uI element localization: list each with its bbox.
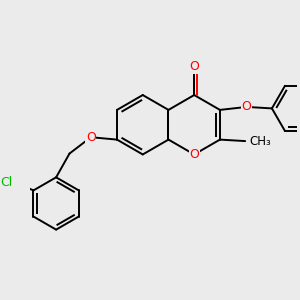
Text: CH₃: CH₃: [250, 135, 272, 148]
Text: O: O: [242, 100, 252, 113]
Text: Cl: Cl: [1, 176, 13, 189]
Text: O: O: [86, 131, 96, 144]
Text: O: O: [189, 148, 199, 161]
Text: O: O: [189, 60, 199, 73]
